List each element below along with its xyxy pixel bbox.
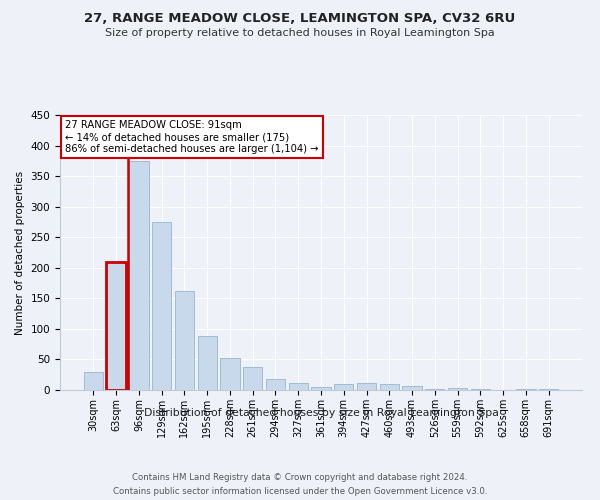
Bar <box>357 384 376 390</box>
Bar <box>243 367 262 390</box>
Bar <box>311 387 331 390</box>
Bar <box>289 382 308 390</box>
Bar <box>84 372 103 390</box>
Bar <box>334 384 353 390</box>
Bar <box>448 388 467 390</box>
Bar <box>175 291 194 390</box>
Text: Contains HM Land Registry data © Crown copyright and database right 2024.: Contains HM Land Registry data © Crown c… <box>132 472 468 482</box>
Bar <box>403 386 422 390</box>
Bar <box>152 222 172 390</box>
Bar <box>129 161 149 390</box>
Bar <box>197 336 217 390</box>
Text: Size of property relative to detached houses in Royal Leamington Spa: Size of property relative to detached ho… <box>105 28 495 38</box>
Bar <box>425 389 445 390</box>
Bar <box>106 262 126 390</box>
Bar <box>266 379 285 390</box>
Bar <box>380 384 399 390</box>
Text: 27, RANGE MEADOW CLOSE, LEAMINGTON SPA, CV32 6RU: 27, RANGE MEADOW CLOSE, LEAMINGTON SPA, … <box>85 12 515 26</box>
Bar <box>220 358 239 390</box>
Text: Contains public sector information licensed under the Open Government Licence v3: Contains public sector information licen… <box>113 488 487 496</box>
Text: Distribution of detached houses by size in Royal Leamington Spa: Distribution of detached houses by size … <box>143 408 499 418</box>
Y-axis label: Number of detached properties: Number of detached properties <box>15 170 25 334</box>
Text: 27 RANGE MEADOW CLOSE: 91sqm
← 14% of detached houses are smaller (175)
86% of s: 27 RANGE MEADOW CLOSE: 91sqm ← 14% of de… <box>65 120 319 154</box>
